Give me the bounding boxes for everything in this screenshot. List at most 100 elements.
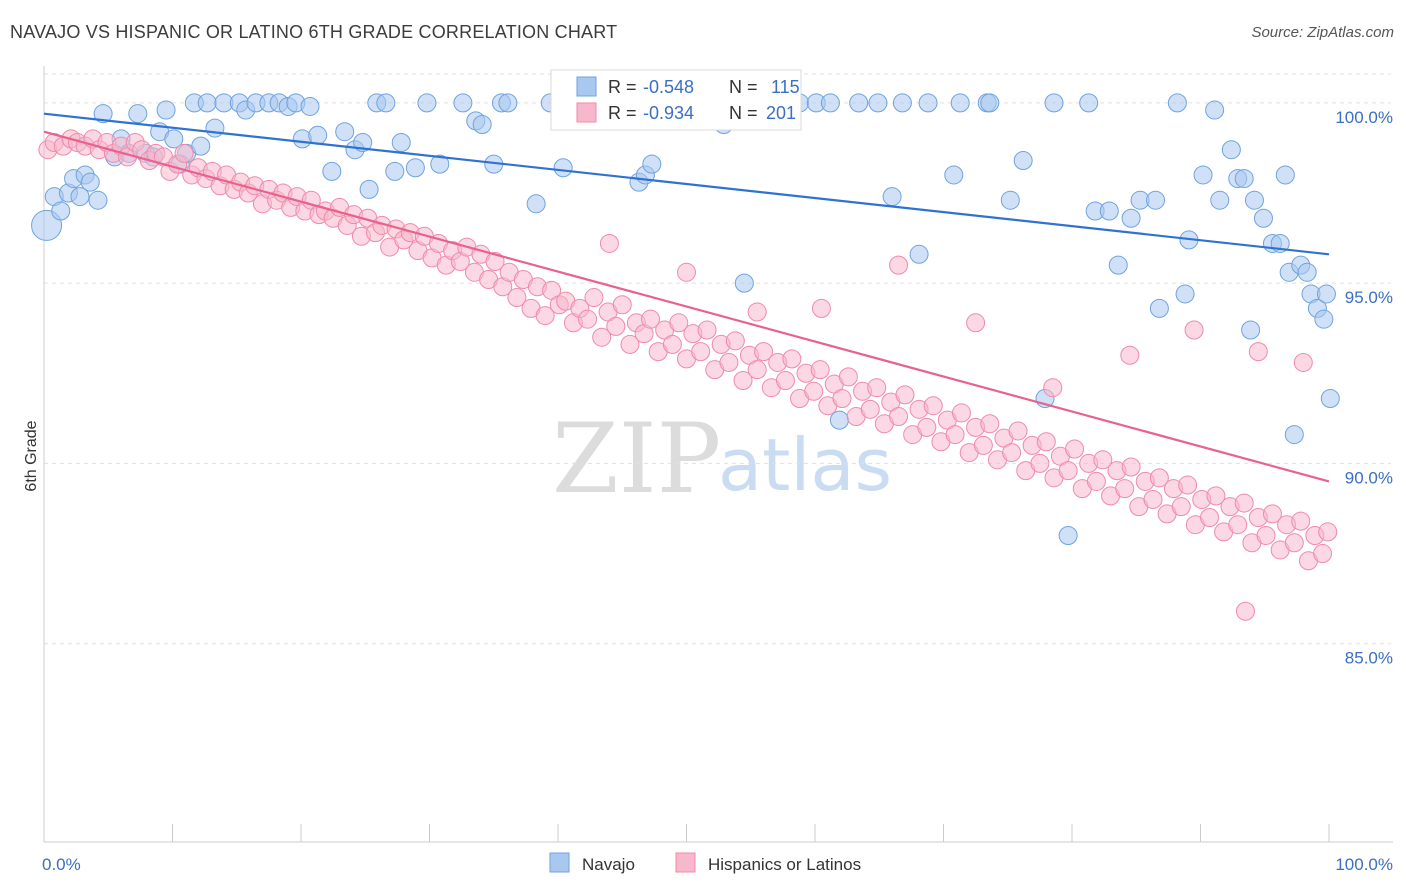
axes	[43, 66, 1393, 843]
hispanic-point	[867, 378, 887, 398]
stats-r-label-hispanic: R =	[608, 103, 637, 123]
navajo-point	[892, 93, 912, 113]
navajo-point	[359, 179, 379, 199]
hispanic-point	[966, 313, 986, 333]
navajo-point	[1079, 93, 1099, 113]
navajo-point	[950, 93, 970, 113]
hispanic-point	[641, 309, 661, 329]
stats-swatch-hispanic	[576, 102, 597, 123]
hispanic-point	[917, 417, 937, 437]
navajo-point	[1275, 165, 1295, 185]
y-tick-label: 85.0%	[1345, 649, 1393, 668]
navajo-point	[1210, 190, 1230, 210]
navajo-point	[918, 93, 938, 113]
navajo-point	[391, 133, 411, 153]
hispanic-point	[747, 360, 767, 380]
hispanic-point	[606, 316, 626, 336]
hispanic-point	[1184, 320, 1204, 340]
hispanic-point	[1313, 544, 1333, 564]
hispanic-point	[951, 403, 971, 423]
navajo-point	[1241, 320, 1261, 340]
hispanic-point	[1228, 515, 1248, 535]
navajo-point	[335, 122, 355, 142]
hispanic-point	[895, 385, 915, 405]
hispanic-point	[1058, 461, 1078, 481]
navajo-point	[1000, 190, 1020, 210]
navajo-point	[642, 154, 662, 174]
hispanic-trend-line	[43, 130, 1330, 483]
stats-r-value-navajo: -0.548	[643, 77, 694, 97]
hispanic-point	[782, 349, 802, 369]
navajo-point	[1146, 190, 1166, 210]
hispanic-point	[1030, 453, 1050, 473]
hispanic-point	[810, 360, 830, 380]
hispanic-point	[599, 233, 619, 253]
stats-n-value-hispanic: 201	[766, 103, 796, 123]
hispanic-point	[1086, 471, 1106, 491]
navajo-point	[1316, 284, 1336, 304]
hispanic-point	[1120, 345, 1140, 365]
navajo-point	[498, 93, 518, 113]
navajo-point	[417, 93, 437, 113]
navajo-point	[1099, 201, 1119, 221]
hispanic-point	[578, 309, 598, 329]
hispanic-point	[1235, 601, 1255, 621]
legend-swatch-navajo	[549, 852, 570, 873]
hispanic-point	[1291, 511, 1311, 531]
watermark-atlas: atlas	[718, 423, 892, 507]
stats-swatch-navajo	[576, 76, 597, 97]
hispanic-point	[691, 342, 711, 362]
navajo-point	[909, 244, 929, 264]
watermark-zip: ZIP	[552, 403, 721, 515]
tick-labels: 85.0% 90.0% 95.0% 100.0% 0.0% 100.0%	[42, 108, 1393, 874]
hispanic-point	[1234, 493, 1254, 513]
navajo-point	[820, 93, 840, 113]
navajo-point	[385, 161, 405, 181]
hispanic-point	[1256, 526, 1276, 546]
navajo-point	[405, 158, 425, 178]
navajo-point	[197, 93, 217, 113]
hispanic-point	[775, 370, 795, 390]
hispanic-point	[725, 331, 745, 351]
navajo-point	[308, 125, 328, 145]
navajo-point	[1108, 255, 1128, 275]
navajo-point	[1320, 389, 1340, 409]
hispanic-point	[1115, 479, 1135, 499]
hispanic-point	[1143, 489, 1163, 509]
navajo-trend-line	[43, 112, 1330, 256]
hispanic-point	[1318, 522, 1338, 542]
navajo-point	[1234, 169, 1254, 189]
hispanic-point	[973, 435, 993, 455]
navajo-point	[1253, 208, 1273, 228]
navajo-point	[292, 129, 312, 149]
hispanic-point	[507, 288, 527, 308]
navajo-point	[51, 201, 71, 221]
navajo-point	[191, 136, 211, 156]
hispanic-point	[174, 143, 194, 163]
y-axis-title: 6th Grade	[23, 420, 40, 491]
y-tick-label: 95.0%	[1345, 288, 1393, 307]
hispanic-point	[860, 399, 880, 419]
hispanic-point	[889, 407, 909, 427]
stats-n-value-navajo: 115	[771, 77, 800, 97]
navajo-point	[1297, 262, 1317, 282]
navajo-point	[1167, 93, 1187, 113]
hispanic-point	[1065, 439, 1085, 459]
stats-n-label-navajo: N =	[729, 77, 758, 97]
hispanic-point	[923, 396, 943, 416]
hispanic-point	[592, 327, 612, 347]
legend-label-hispanic: Hispanics or Latinos	[708, 855, 861, 874]
hispanic-point	[719, 352, 739, 372]
hispanic-point	[584, 288, 604, 308]
hispanic-point	[889, 255, 909, 275]
hispanic-point	[754, 342, 774, 362]
navajo-point	[472, 114, 492, 134]
hispanic-point	[1036, 432, 1056, 452]
hispanic-point	[804, 381, 824, 401]
navajo-point	[882, 187, 902, 207]
navajo-point	[128, 104, 148, 124]
navajo-point	[829, 410, 849, 430]
hispanic-point	[1248, 342, 1268, 362]
